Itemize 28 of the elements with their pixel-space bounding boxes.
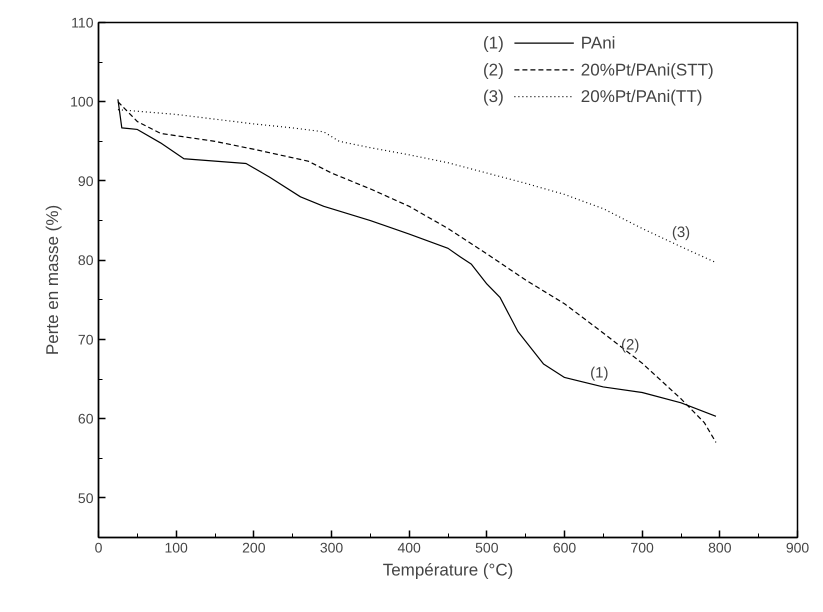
legend-label: 20%Pt/PAni(TT) [580,87,702,106]
text: (3) [482,87,504,106]
x-tick-label: 600 [552,540,576,556]
annotation: (1) [590,364,609,382]
y-tick-label: 100 [70,94,94,110]
x-tick-label: 0 [94,540,103,556]
y-tick-label: 50 [78,490,94,506]
annotation: (2) [621,336,640,354]
x-tick-label: 200 [242,540,266,556]
x-tick-label: 500 [475,540,499,556]
text: (2) [482,60,504,80]
y-tick-label: 110 [71,14,94,30]
y-tick-label: 90 [78,172,94,189]
x-tick-label: 400 [397,540,422,556]
y-tick-label: 80 [78,252,94,268]
text: (1) [482,34,504,53]
y-axis-title: Perte en masse (%) [43,204,62,356]
x-axis-title: Température (°C) [382,560,514,580]
y-tick-label: 70 [78,331,94,348]
annotation: (3) [672,224,690,242]
y-tick-label: 60 [78,410,94,427]
legend-label: 20%Pt/PAni(STT) [580,60,714,80]
x-tick-label: 900 [786,540,810,556]
x-tick-label: 800 [708,540,732,556]
x-tick-label: 300 [320,540,344,556]
x-tick-label: 100 [164,540,188,556]
x-tick-label: 700 [630,540,654,556]
legend-label: PAni [580,34,616,53]
